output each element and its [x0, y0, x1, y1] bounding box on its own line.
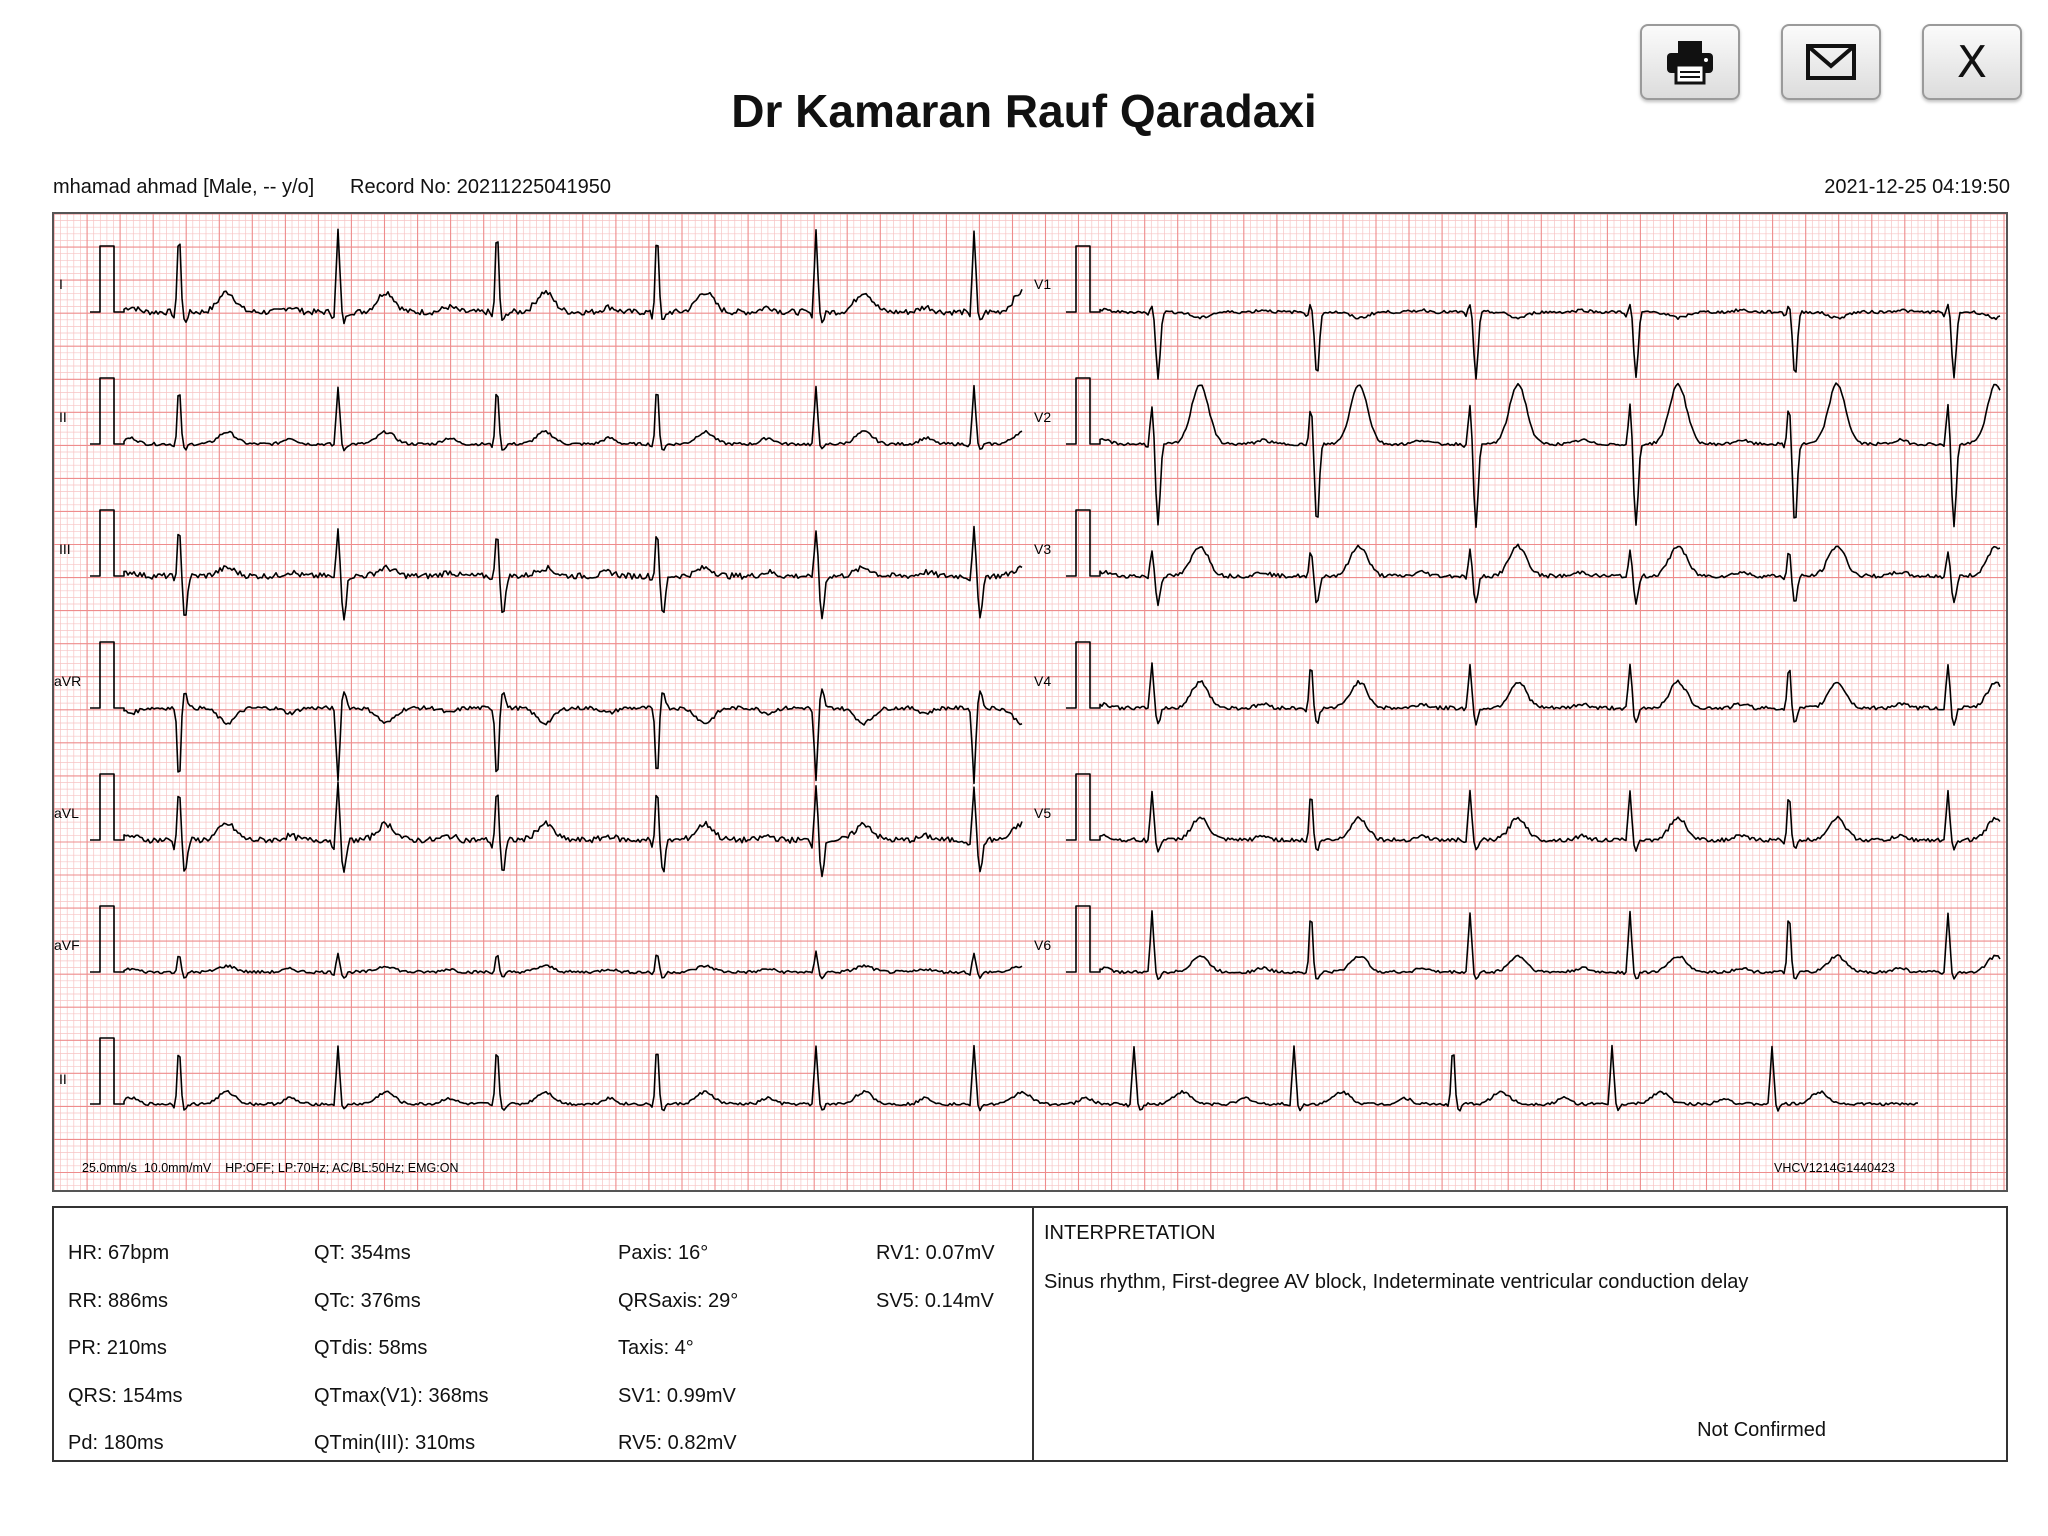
- grid-major-lines: [54, 214, 2006, 1190]
- ecg-trace-left-avr: [90, 641, 1023, 785]
- lead-label-v6: V6: [1034, 937, 1051, 953]
- measurement-qrs: QRS: 154ms: [68, 1384, 183, 1407]
- measurement-taxis: Taxis: 4°: [618, 1337, 694, 1359]
- device-serial: VHCV1214G1440423: [1774, 1161, 1895, 1175]
- ecg-chart: I II III aVR aVL aVF II V1 V2 V3 V4 V5 V…: [52, 212, 2008, 1192]
- measurement-paxis: Paxis: 16°: [618, 1242, 709, 1264]
- record-number: Record No: 20211225041950: [350, 176, 611, 198]
- measurement-qtmin: QTmin(III): 310ms: [314, 1432, 476, 1454]
- lead-label-v3: V3: [1034, 541, 1051, 557]
- patient-info: mhamad ahmad [Male, -- y/o]: [53, 176, 315, 198]
- measurement-pd: Pd: 180ms: [68, 1432, 164, 1454]
- measurement-sv5: SV5: 0.14mV: [876, 1289, 994, 1312]
- measurement-pr: PR: 210ms: [68, 1337, 167, 1359]
- page-title: Dr Kamaran Rauf Qaradaxi: [731, 85, 1317, 137]
- lead-label-iii: III: [59, 541, 71, 557]
- ecg-trace-v3: [1066, 509, 2001, 607]
- ecg-trace-left-i: [90, 228, 1023, 325]
- ecg-trace-left-ii: [90, 377, 1023, 452]
- measurement-rr: RR: 886ms: [68, 1289, 169, 1312]
- lead-label-ii: II: [59, 409, 67, 425]
- measurement-hr: HR: 67bpm: [68, 1242, 170, 1264]
- lead-label-avr: aVR: [54, 673, 81, 689]
- close-button[interactable]: X: [1922, 24, 2022, 100]
- ecg-trace-v4: [1066, 641, 2001, 726]
- lead-label-v5: V5: [1034, 805, 1051, 821]
- close-label: X: [1956, 36, 1988, 88]
- grid-minor-lines: [54, 214, 2006, 1190]
- measurements-col-1: HR: 67bpm RR: 886ms PR: 210ms QRS: 154ms…: [68, 1230, 182, 1468]
- measurements-table: HR: 67bpm RR: 886ms PR: 210ms QRS: 154ms…: [54, 1208, 1034, 1460]
- ecg-trace-rhythm-ii: [90, 1037, 1918, 1112]
- confirmation-status: Not Confirmed: [1697, 1419, 1826, 1441]
- email-button[interactable]: [1781, 24, 1881, 100]
- ecg-trace-v2: [1066, 377, 2001, 528]
- print-button[interactable]: [1640, 24, 1740, 100]
- interpretation-text: Sinus rhythm, First-degree AV block, Ind…: [1044, 1271, 1749, 1293]
- lead-label-i: I: [59, 276, 63, 292]
- interpretation-heading: INTERPRETATION: [1044, 1222, 1216, 1244]
- measurement-qtdis: QTdis: 58ms: [314, 1337, 428, 1359]
- interpretation-section: INTERPRETATION Sinus rhythm, First-degre…: [1044, 1222, 1996, 1460]
- ecg-trace-v6: [1066, 905, 2001, 981]
- measurements-col-4: RV1: 0.07mV SV5: 0.14mV: [876, 1230, 995, 1325]
- measurement-qtc: QTc: 376ms: [314, 1289, 421, 1312]
- measurements-panel: HR: 67bpm RR: 886ms PR: 210ms QRS: 154ms…: [52, 1206, 2008, 1462]
- grid-major: [54, 214, 2006, 1190]
- lead-label-rhythm-ii: II: [59, 1071, 67, 1087]
- record-timestamp: 2021-12-25 04:19:50: [1824, 176, 2010, 198]
- acquisition-settings: 25.0mm/s 10.0mm/mV HP:OFF; LP:70Hz; AC/B…: [82, 1161, 459, 1175]
- ecg-traces: [90, 228, 2001, 1112]
- lead-label-v2: V2: [1034, 409, 1051, 425]
- ecg-trace-v1: [1066, 245, 2001, 380]
- lead-label-avl: aVL: [54, 805, 79, 821]
- ecg-trace-left-avf: [90, 905, 1023, 980]
- measurement-rv5: RV5: 0.82mV: [618, 1432, 737, 1454]
- lead-label-v4: V4: [1034, 673, 1051, 689]
- measurements-col-2: QT: 354ms QTc: 376ms QTdis: 58ms QTmax(V…: [314, 1230, 488, 1468]
- measurement-qt: QT: 354ms: [314, 1242, 411, 1264]
- envelope-icon: [1806, 44, 1856, 80]
- measurement-qtmax: QTmax(V1): 368ms: [314, 1384, 489, 1407]
- ecg-trace-left-iii: [90, 509, 1023, 621]
- measurement-qrsaxis: QRSaxis: 29°: [618, 1289, 739, 1312]
- measurement-sv1: SV1: 0.99mV: [618, 1384, 736, 1407]
- printer-icon: [1667, 41, 1713, 85]
- measurements-col-3: Paxis: 16° QRSaxis: 29° Taxis: 4° SV1: 0…: [618, 1230, 738, 1468]
- measurement-rv1: RV1: 0.07mV: [876, 1242, 995, 1264]
- lead-label-v1: V1: [1034, 276, 1051, 292]
- grid-minor: [54, 214, 2006, 1190]
- ecg-trace-left-avl: [90, 773, 1023, 878]
- lead-label-avf: aVF: [54, 937, 80, 953]
- ecg-trace-v5: [1066, 773, 2001, 853]
